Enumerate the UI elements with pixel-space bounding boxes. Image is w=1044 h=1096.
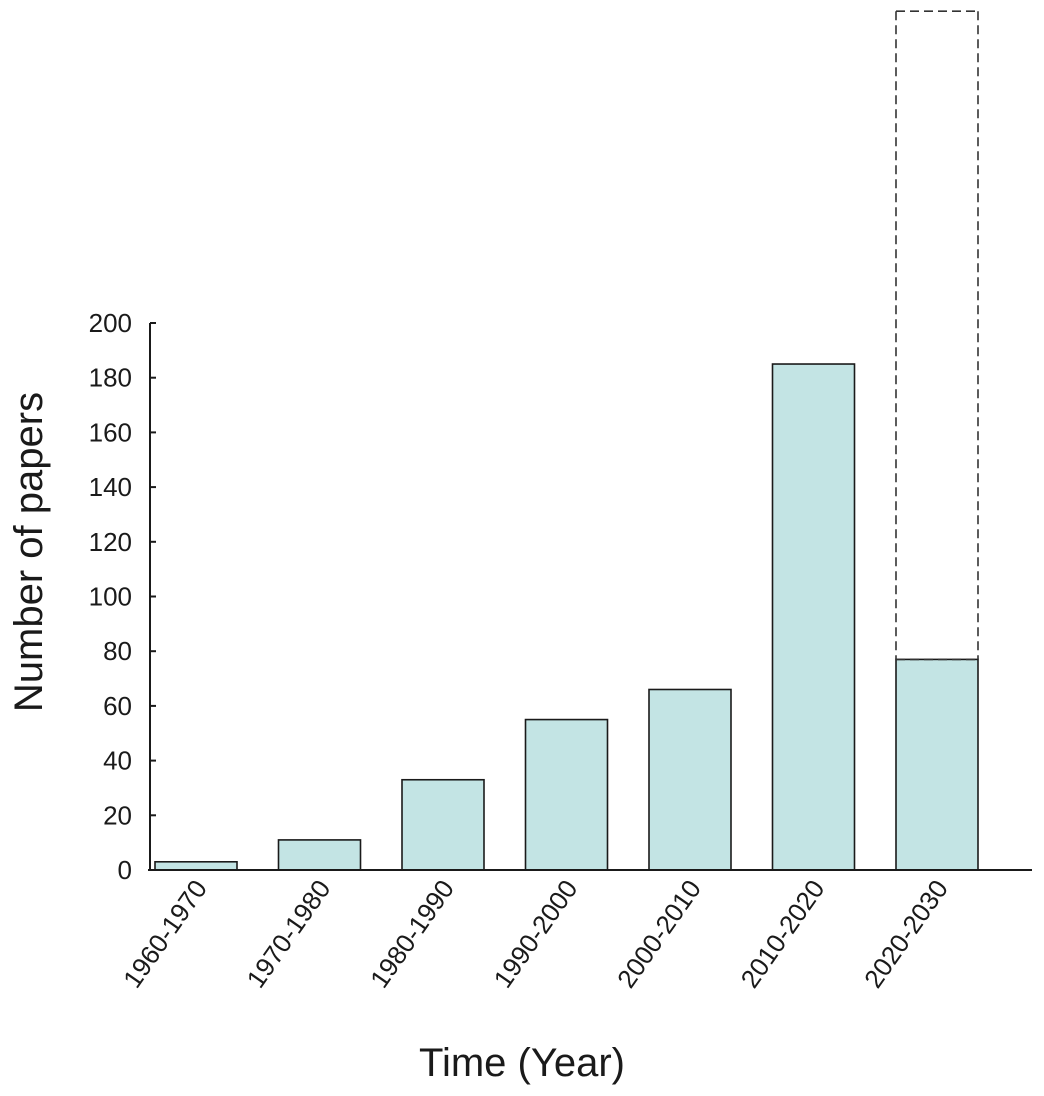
bar (524, 718, 609, 871)
y-axis-title: Number of papers (7, 392, 51, 712)
bar (401, 778, 485, 871)
x-tick-label: 1990-2000 (488, 874, 584, 993)
bar (154, 860, 238, 871)
x-axis-title: Time (Year) (419, 1041, 625, 1085)
bar (648, 688, 732, 871)
y-tick-label: 200 (89, 308, 132, 338)
y-tick-label: 180 (89, 363, 132, 393)
y-tick-label: 100 (89, 582, 132, 612)
x-tick-label: 2000-2010 (611, 874, 707, 993)
bars-group (154, 363, 979, 871)
bar (277, 839, 362, 871)
x-tick-label: 2010-2020 (735, 874, 831, 993)
y-tick-label: 40 (103, 746, 132, 776)
x-tick-label: 1960-1970 (117, 874, 213, 993)
x-ticks-group: 1960-1970 1970-1980 1980-1990 1990-2000 2000… (117, 874, 954, 993)
bar (895, 658, 979, 871)
x-tick-label: 1970-1980 (241, 874, 337, 993)
y-tick-label: 60 (103, 691, 132, 721)
y-tick-label: 20 (103, 800, 132, 830)
y-ticks-group: 0 20 40 60 80 100 120 140 160 180 200 (89, 308, 156, 885)
y-tick-label: 120 (89, 527, 132, 557)
projected-group (895, 10, 979, 661)
y-tick-label: 140 (89, 472, 132, 502)
y-tick-label: 160 (89, 417, 132, 447)
y-tick-label: 80 (103, 636, 132, 666)
x-tick-label: 2020-2030 (858, 874, 954, 993)
bar (771, 363, 856, 871)
x-tick-label: 1980-1990 (364, 874, 460, 993)
y-tick-label: 0 (118, 855, 132, 885)
